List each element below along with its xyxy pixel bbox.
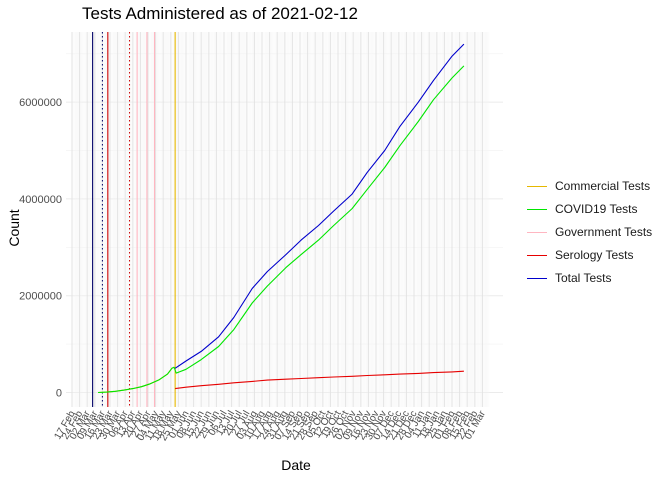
y-axis-title: Count (6, 209, 22, 246)
y-tick-label: 0 (56, 387, 62, 399)
reference-lines (92, 32, 176, 407)
legend-swatch (527, 278, 547, 279)
legend-label: COVID19 Tests (555, 202, 638, 216)
legend-swatch (527, 186, 547, 187)
legend-swatch (527, 209, 547, 210)
legend-swatch (527, 255, 547, 256)
legend-label: Government Tests (555, 225, 653, 239)
legend-label: Serology Tests (555, 248, 634, 262)
legend-swatch (527, 232, 547, 233)
covid19-testsline (98, 65, 465, 394)
total-testsline (174, 43, 465, 369)
grid-layer (66, 32, 503, 407)
x-axis-title: Date (281, 457, 311, 473)
y-tick-label: 6000000 (19, 97, 62, 109)
y-tick-label: 2000000 (19, 291, 62, 303)
y-tick-label: 4000000 (19, 194, 62, 206)
chart-title: Tests Administered as of 2021-02-12 (82, 4, 358, 23)
series-lines (98, 43, 465, 394)
legend-label: Total Tests (555, 271, 612, 285)
legend-label: Commercial Tests (555, 179, 651, 193)
serology-testsline (175, 370, 464, 390)
